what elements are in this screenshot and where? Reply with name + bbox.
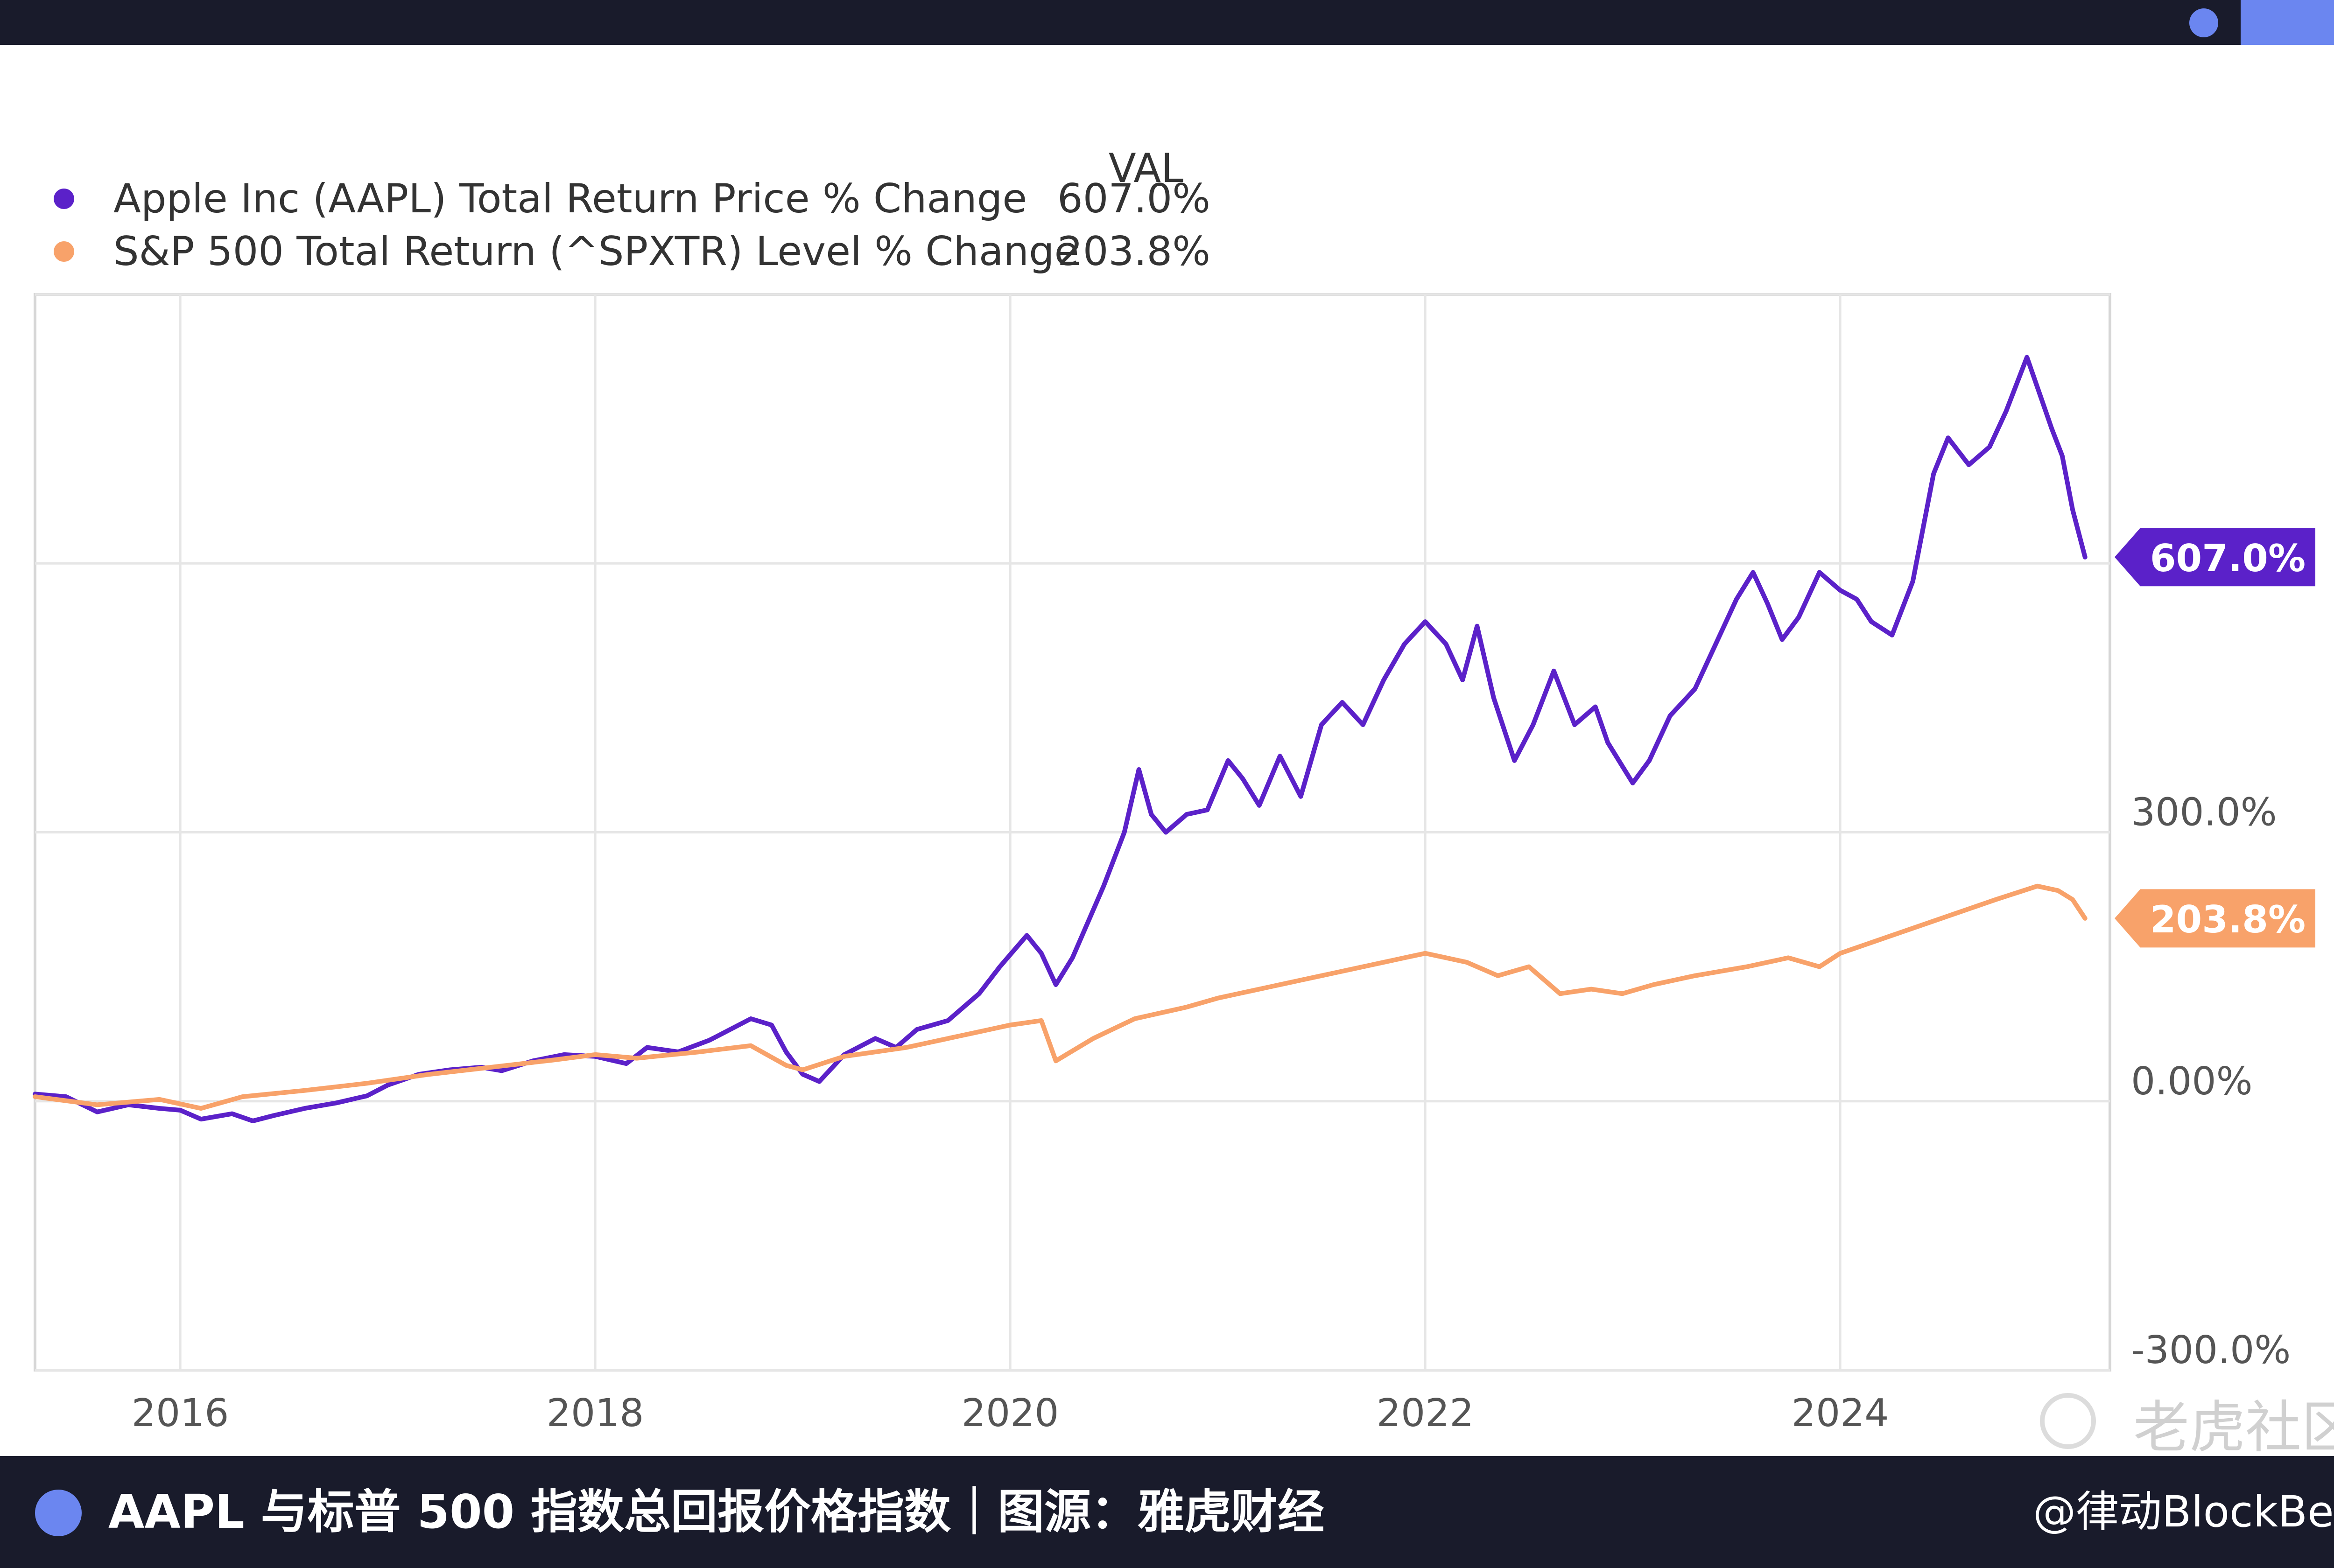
end-value-label-1: 203.8% [2150,898,2306,941]
aapl-legend-dot-icon [54,189,74,209]
end-value-tag-1 [2115,889,2315,948]
legend-value-header: VAL [1108,145,1183,192]
legend-value-spx: 203.8% [1057,228,1210,275]
legend-value-aapl: 607.0% [1057,175,1210,222]
top-bar [0,0,2334,45]
source-credit: @律动BlockBeats [2033,1487,2334,1537]
legend-item-spx: S&P 500 Total Return (^SPXTR) Level % Ch… [54,228,1079,275]
watermark-logo-icon [2040,1393,2096,1449]
caption-dot-icon [35,1490,82,1536]
chart-panel: 2016 2018 2020 2022 2024 300.0% 0.00% -300.0% 60… [0,45,2334,1460]
y-tick-label: 0.00% [2131,1059,2253,1104]
legend-item-aapl: Apple Inc (AAPL) Total Return Price % Ch… [54,175,1027,222]
x-tick-label: 2016 [132,1391,229,1435]
series-line-1 [33,883,2088,1111]
end-value-tag-0 [2115,528,2315,587]
top-dot-decoration [2189,8,2218,37]
x-tick-label: 2022 [1377,1391,1474,1435]
end-value-label-0: 607.0% [2150,537,2306,580]
x-tick-label: 2018 [547,1391,644,1435]
legend-label-aapl: Apple Inc (AAPL) Total Return Price % Ch… [113,175,1027,222]
top-accent-bar [2241,0,2334,45]
y-tick-label: -300.0% [2131,1328,2291,1372]
watermark-text: 老虎社区 [2133,1395,2334,1460]
figure-caption: AAPL 与标普 500 指数总回报价格指数｜图源：雅虎财经 [108,1484,1324,1539]
x-tick-label: 2024 [1792,1391,1889,1435]
legend-label-spx: S&P 500 Total Return (^SPXTR) Level % Ch… [113,228,1079,275]
line-chart: 2016 2018 2020 2022 2024 300.0% 0.00% -300.0% 60… [33,293,2315,1435]
y-tick-label: 300.0% [2131,791,2277,835]
x-tick-label: 2020 [962,1391,1059,1435]
caption-bar: AAPL 与标普 500 指数总回报价格指数｜图源：雅虎财经 @律动BlockB… [0,1456,2334,1568]
spx-legend-dot-icon [54,241,74,262]
